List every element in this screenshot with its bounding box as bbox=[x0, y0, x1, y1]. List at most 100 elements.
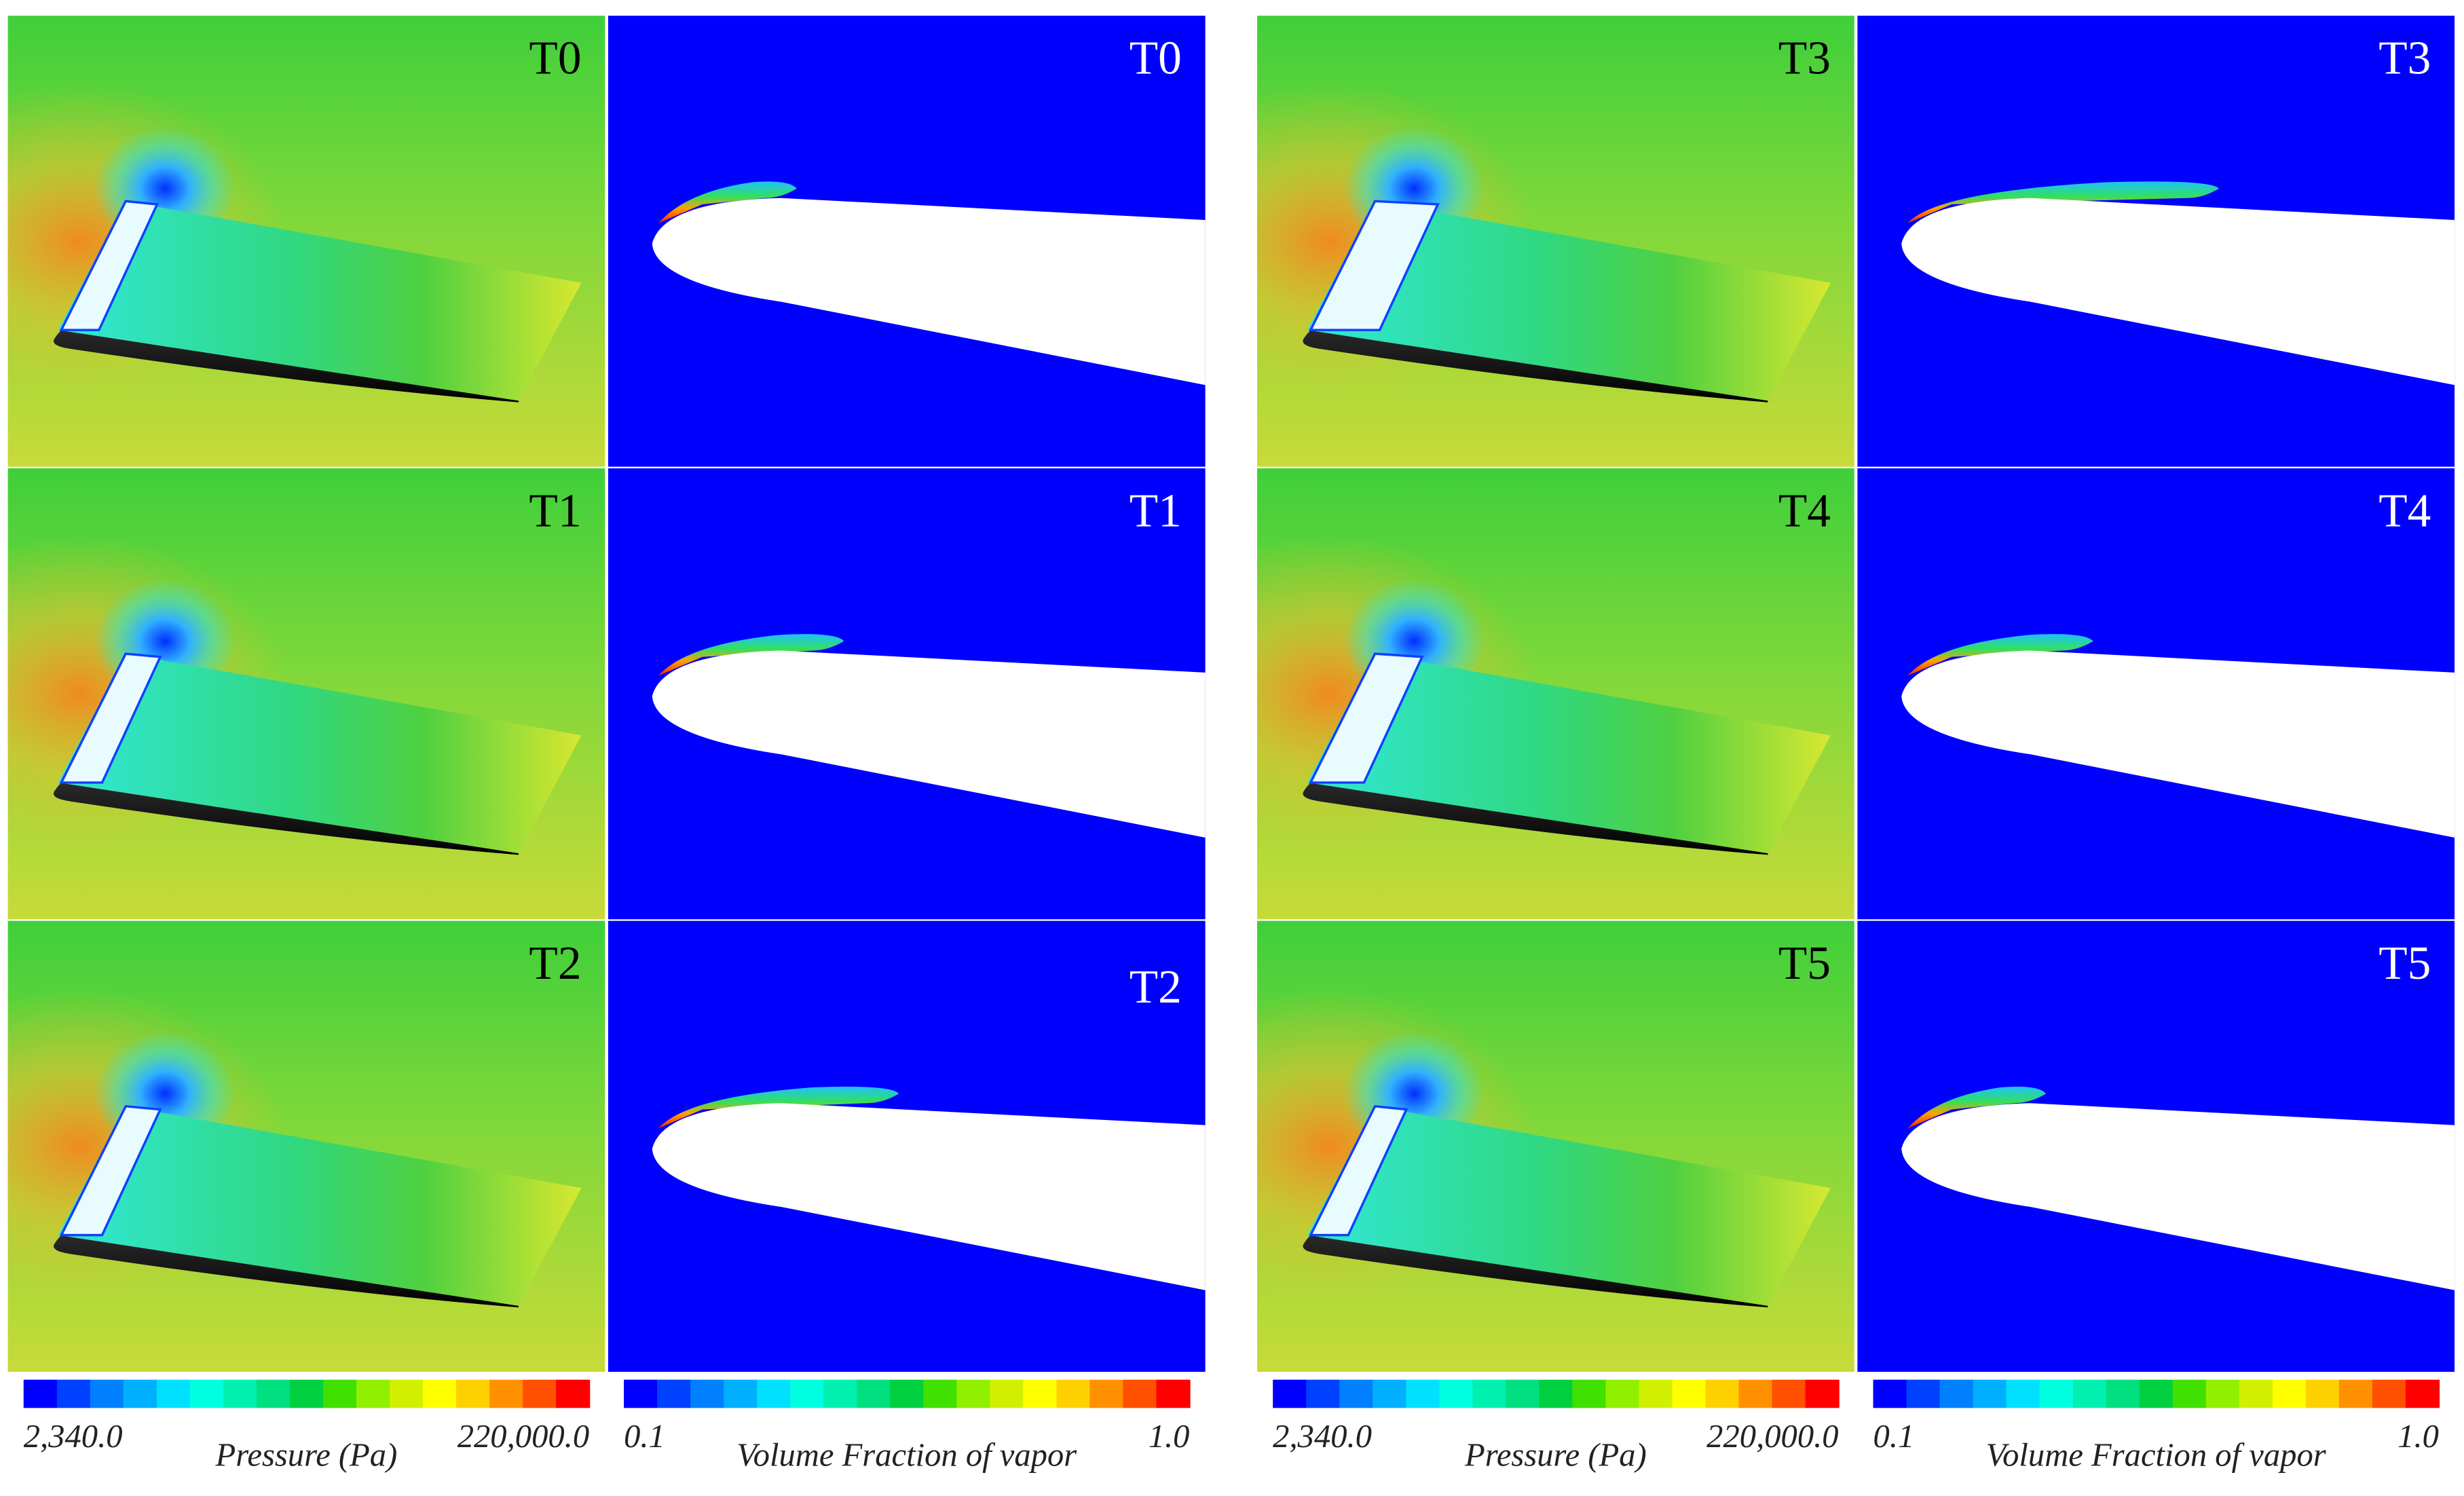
colorbar-step bbox=[1939, 1379, 1974, 1408]
colorbar-step bbox=[423, 1379, 458, 1408]
colorbar-step bbox=[523, 1379, 557, 1408]
colorbar-step bbox=[1672, 1379, 1706, 1408]
foil-surface bbox=[1307, 201, 1831, 401]
panel-label: T4 bbox=[2378, 485, 2431, 537]
foil-section bbox=[652, 1103, 1206, 1290]
vapor-panel: T5 bbox=[1857, 920, 2455, 1372]
colorbar: 0.1 Volume Fraction of vapor 1.0 bbox=[1873, 1379, 2440, 1474]
vapor-sheet bbox=[1907, 181, 2219, 223]
colorbar-step bbox=[1339, 1379, 1374, 1408]
cavity-strip bbox=[59, 652, 162, 784]
colorbar-step bbox=[556, 1379, 591, 1408]
vapor-panel: T4 bbox=[1857, 468, 2455, 920]
vapor-panel: T0 bbox=[608, 16, 1206, 467]
colorbar-step bbox=[1639, 1379, 1673, 1408]
colorbar-step bbox=[1605, 1379, 1640, 1408]
foil-section bbox=[652, 198, 1206, 386]
colorbar-step bbox=[2239, 1379, 2273, 1408]
colorbar-step bbox=[2106, 1379, 2140, 1408]
foil-surface bbox=[58, 1106, 582, 1306]
cavity-strip bbox=[1308, 652, 1424, 784]
foil-surface bbox=[1307, 654, 1831, 854]
vapor-sheet bbox=[658, 1086, 899, 1129]
colorbar-step bbox=[1805, 1379, 1840, 1408]
colorbar-step bbox=[1089, 1379, 1124, 1408]
colorbar-step bbox=[322, 1379, 358, 1408]
panel-label: T1 bbox=[529, 485, 581, 537]
colorbar-max: 220,000.0 bbox=[458, 1418, 589, 1455]
colorbar-step bbox=[489, 1379, 524, 1408]
colorbar-step bbox=[790, 1379, 825, 1408]
colorbar-step bbox=[1406, 1379, 1440, 1408]
colorbar-step bbox=[724, 1379, 758, 1408]
colorbar-step bbox=[189, 1379, 225, 1408]
panel-label: T4 bbox=[1778, 485, 1831, 537]
colorbar-step bbox=[289, 1379, 324, 1408]
colorbar-step bbox=[256, 1379, 291, 1408]
colorbar-step bbox=[2372, 1379, 2407, 1408]
colorbar-step bbox=[1472, 1379, 1507, 1408]
colorbar-max: 1.0 bbox=[1149, 1418, 1190, 1455]
panel-label: T3 bbox=[1778, 33, 1831, 85]
vapor-panel: T1 bbox=[608, 468, 1206, 920]
colorbar-title: Pressure (Pa) bbox=[215, 1437, 398, 1474]
colorbar-step bbox=[2205, 1379, 2240, 1408]
colorbar-title: Pressure (Pa) bbox=[1464, 1437, 1647, 1474]
colorbar-step bbox=[1156, 1379, 1191, 1408]
colorbar-step bbox=[2272, 1379, 2307, 1408]
vapor-sheet bbox=[1907, 1086, 2047, 1129]
colorbar-step bbox=[1306, 1379, 1341, 1408]
colorbar-step bbox=[456, 1379, 491, 1408]
pressure-panel: T5 bbox=[1257, 920, 1854, 1372]
colorbar-step bbox=[2172, 1379, 2207, 1408]
panel-label: T5 bbox=[2378, 937, 2431, 990]
panel-label: T0 bbox=[529, 33, 581, 85]
colorbar-step bbox=[90, 1379, 124, 1408]
colorbar-step bbox=[356, 1379, 391, 1408]
panel-label: T2 bbox=[1130, 961, 1182, 1013]
colorbar-step bbox=[857, 1379, 891, 1408]
colorbar-step bbox=[1273, 1379, 1307, 1408]
panel-label: T5 bbox=[1778, 937, 1831, 990]
colorbar-step bbox=[1439, 1379, 1474, 1408]
pressure-panel: T4 bbox=[1257, 468, 1854, 920]
colorbar-title: Volume Fraction of vapor bbox=[1986, 1437, 2327, 1474]
cavity-strip bbox=[59, 200, 160, 331]
panel-label: T3 bbox=[2378, 33, 2431, 85]
colorbar-step bbox=[2405, 1379, 2440, 1408]
colorbar-step bbox=[389, 1379, 424, 1408]
foil-surface bbox=[58, 201, 582, 401]
foil-surface bbox=[58, 654, 582, 854]
colorbar-step bbox=[1873, 1379, 1907, 1408]
colorbar-step bbox=[657, 1379, 692, 1408]
colorbar-step bbox=[2072, 1379, 2107, 1408]
vapor-panel: T3 bbox=[1857, 16, 2455, 467]
pressure-panel: T3 bbox=[1257, 16, 1854, 467]
colorbar-step bbox=[2006, 1379, 2040, 1408]
colorbar-max: 1.0 bbox=[2397, 1418, 2439, 1455]
colorbar-step bbox=[1123, 1379, 1157, 1408]
vapor-sheet bbox=[1907, 634, 2093, 676]
colorbar-step bbox=[1056, 1379, 1091, 1408]
colorbar-step bbox=[2139, 1379, 2173, 1408]
foil-surface bbox=[1307, 1106, 1831, 1306]
colorbar-title: Volume Fraction of vapor bbox=[736, 1437, 1077, 1474]
colorbar-min: 2,340.0 bbox=[1273, 1418, 1372, 1455]
colorbar: 0.1 Volume Fraction of vapor 1.0 bbox=[624, 1379, 1191, 1474]
vapor-panel: T2 bbox=[608, 920, 1206, 1372]
pressure-panel: T0 bbox=[7, 16, 605, 467]
colorbar-step bbox=[1506, 1379, 1540, 1408]
colorbar-step bbox=[1738, 1379, 1773, 1408]
vapor-sheet bbox=[658, 634, 844, 676]
colorbar-min: 2,340.0 bbox=[24, 1418, 123, 1455]
colorbar-step bbox=[23, 1379, 58, 1408]
cavity-strip bbox=[1308, 200, 1440, 331]
cavity-strip bbox=[59, 1104, 162, 1237]
colorbar-step bbox=[956, 1379, 991, 1408]
colorbar-step bbox=[890, 1379, 925, 1408]
panel-label: T1 bbox=[1130, 485, 1182, 537]
colorbar-step bbox=[624, 1379, 658, 1408]
colorbar-step bbox=[1772, 1379, 1806, 1408]
